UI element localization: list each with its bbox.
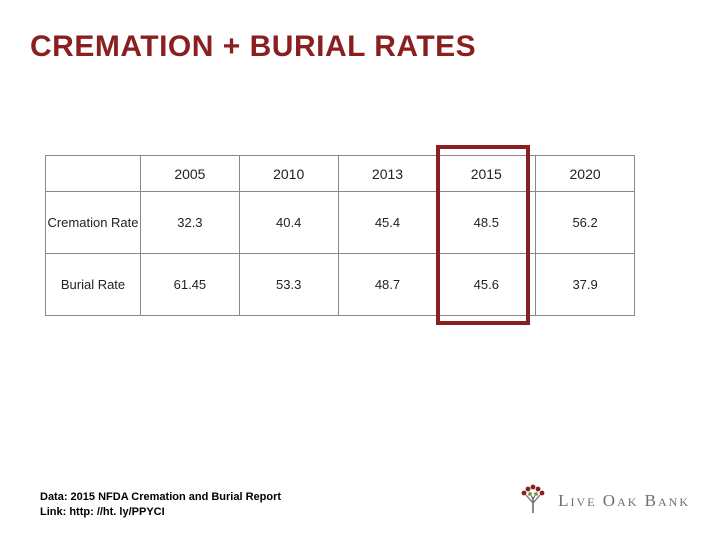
table-row: Cremation Rate 32.3 40.4 45.4 48.5 56.2 <box>46 192 635 254</box>
row-label-1: Burial Rate <box>46 254 141 316</box>
source-line-1: Data: 2015 NFDA Cremation and Burial Rep… <box>40 490 281 505</box>
brand-name: Live Oak Bank <box>558 491 690 511</box>
cell: 32.3 <box>141 192 240 254</box>
col-header-1: 2010 <box>239 156 338 192</box>
cell: 53.3 <box>239 254 338 316</box>
rates-table: 2005 2010 2013 2015 2020 Cremation Rate … <box>45 155 635 316</box>
col-header-2: 2013 <box>338 156 437 192</box>
cell: 48.5 <box>437 192 536 254</box>
cell: 45.4 <box>338 192 437 254</box>
cell: 40.4 <box>239 192 338 254</box>
table-row: Burial Rate 61.45 53.3 48.7 45.6 37.9 <box>46 254 635 316</box>
col-header-4: 2020 <box>536 156 635 192</box>
page-title: CREMATION + BURIAL RATES <box>30 30 476 64</box>
brand-logo: Live Oak Bank <box>516 483 690 518</box>
col-header-3: 2015 <box>437 156 536 192</box>
row-label-0: Cremation Rate <box>46 192 141 254</box>
cell: 45.6 <box>437 254 536 316</box>
source-line-2: Link: http: //ht. ly/PPYCI <box>40 505 281 520</box>
cell: 48.7 <box>338 254 437 316</box>
cell: 61.45 <box>141 254 240 316</box>
col-header-0: 2005 <box>141 156 240 192</box>
cell: 37.9 <box>536 254 635 316</box>
source-citation: Data: 2015 NFDA Cremation and Burial Rep… <box>40 490 281 520</box>
tree-icon <box>516 483 550 518</box>
rates-table-container: 2005 2010 2013 2015 2020 Cremation Rate … <box>45 155 635 316</box>
col-header-blank <box>46 156 141 192</box>
cell: 56.2 <box>536 192 635 254</box>
